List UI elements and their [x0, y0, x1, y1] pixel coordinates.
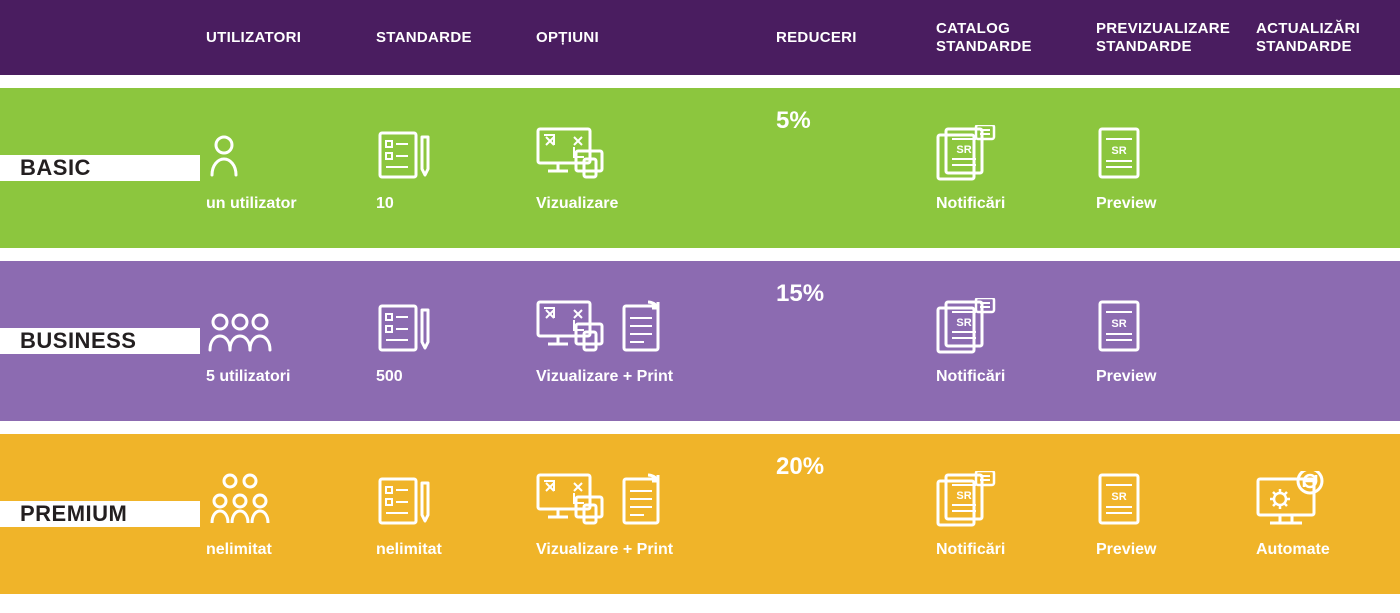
cell-basic-standarde: 10: [370, 123, 530, 213]
checklist-icon: [376, 296, 432, 354]
cell-business-optiuni: Vizualizare + Print: [530, 296, 770, 386]
cell-business-utilizatori: 5 utilizatori: [200, 296, 370, 386]
cell-basic-catalog: Notificări: [930, 123, 1090, 213]
checklist-icon: [376, 123, 432, 181]
users-many-icon: [206, 469, 274, 527]
text: Notificări: [936, 368, 1005, 386]
cell-premium-standarde: nelimitat: [370, 469, 530, 559]
plan-label-basic: BASIC: [0, 155, 200, 181]
cell-premium-previz: Preview: [1090, 469, 1250, 559]
gap: [0, 248, 1400, 261]
screens-print-icon: [536, 296, 664, 354]
catalog-icon: [936, 296, 996, 354]
header-utilizatori: UTILIZATORI: [200, 29, 370, 46]
text: un utilizator: [206, 195, 297, 213]
header-optiuni: OPȚIUNI: [530, 29, 770, 46]
text: 5 utilizatori: [206, 368, 290, 386]
cell-basic-optiuni: Vizualizare: [530, 123, 770, 213]
text: Preview: [1096, 195, 1156, 213]
cell-basic-previz: Preview: [1090, 123, 1250, 213]
checklist-icon: [376, 469, 432, 527]
catalog-icon: [936, 123, 996, 181]
plan-row-basic: BASIC un utilizator 10 Vizualizare 5% No…: [0, 88, 1400, 248]
header-actual: ACTUALIZĂRI STANDARDE: [1250, 20, 1400, 55]
cell-business-reduceri: 15%: [770, 242, 930, 440]
preview-icon: [1096, 123, 1142, 181]
text: nelimitat: [376, 541, 442, 559]
screens-print-icon: [536, 469, 664, 527]
plan-row-business: BUSINESS 5 utilizatori 500 Vizualizare +…: [0, 261, 1400, 421]
text: 500: [376, 368, 403, 386]
header-catalog: CATALOG STANDARDE: [930, 20, 1090, 55]
catalog-icon: [936, 469, 996, 527]
gap: [0, 421, 1400, 434]
preview-icon: [1096, 469, 1142, 527]
cell-business-catalog: Notificări: [930, 296, 1090, 386]
text: Vizualizare + Print: [536, 368, 673, 386]
cell-business-standarde: 500: [370, 296, 530, 386]
cell-premium-catalog: Notificări: [930, 469, 1090, 559]
cell-basic-reduceri: 5%: [770, 69, 930, 267]
gap: [0, 75, 1400, 88]
header-row: UTILIZATORI STANDARDE OPȚIUNI REDUCERI C…: [0, 0, 1400, 75]
text: Vizualizare + Print: [536, 541, 673, 559]
cell-premium-optiuni: Vizualizare + Print: [530, 469, 770, 559]
user-icon: [206, 123, 242, 181]
text: Vizualizare: [536, 195, 618, 213]
screens-icon: [536, 123, 606, 181]
pricing-table: UTILIZATORI STANDARDE OPȚIUNI REDUCERI C…: [0, 0, 1400, 594]
automate-icon: [1256, 469, 1326, 527]
plan-label-premium: PREMIUM: [0, 501, 200, 527]
header-reduceri: REDUCERI: [770, 29, 930, 46]
text: 10: [376, 195, 394, 213]
text: nelimitat: [206, 541, 272, 559]
users-icon: [206, 296, 274, 354]
text: Preview: [1096, 541, 1156, 559]
text: Preview: [1096, 368, 1156, 386]
preview-icon: [1096, 296, 1142, 354]
cell-basic-utilizatori: un utilizator: [200, 123, 370, 213]
header-previz: PREVIZUALIZARE STANDARDE: [1090, 20, 1250, 55]
cell-premium-actual: Automate: [1250, 469, 1400, 559]
cell-premium-reduceri: 20%: [770, 415, 930, 613]
plan-label-business: BUSINESS: [0, 328, 200, 354]
cell-business-previz: Preview: [1090, 296, 1250, 386]
header-standarde: STANDARDE: [370, 29, 530, 46]
text: Notificări: [936, 541, 1005, 559]
cell-premium-utilizatori: nelimitat: [200, 469, 370, 559]
text: Automate: [1256, 541, 1330, 559]
text: Notificări: [936, 195, 1005, 213]
plan-row-premium: PREMIUM nelimitat nelimitat Vizualizare …: [0, 434, 1400, 594]
